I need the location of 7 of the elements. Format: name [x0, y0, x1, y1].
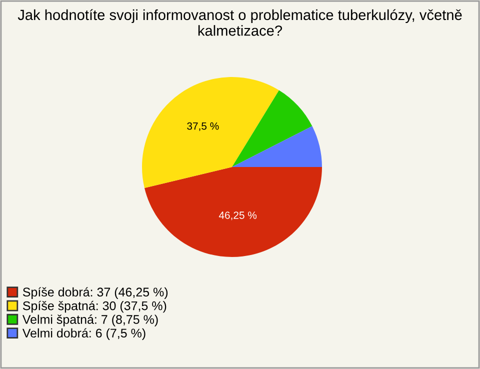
legend-label: Spíše špatná: 30 (37,5 %): [22, 300, 166, 313]
chart-title: Jak hodnotíte svoji informovanost o problematice tuberkulózy, včetně kalmetizace?: [18, 9, 462, 36]
data-label: 46,25 %: [218, 212, 257, 220]
legend-label: Spíše dobrá: 37 (46,25 %): [22, 287, 168, 299]
data-label: 37,5 %: [187, 122, 219, 131]
legend-label: Velmi dobrá: 6 (7,5 %): [22, 328, 146, 340]
legend-label: Velmi špatná: 7 (8,75 %): [22, 314, 158, 326]
